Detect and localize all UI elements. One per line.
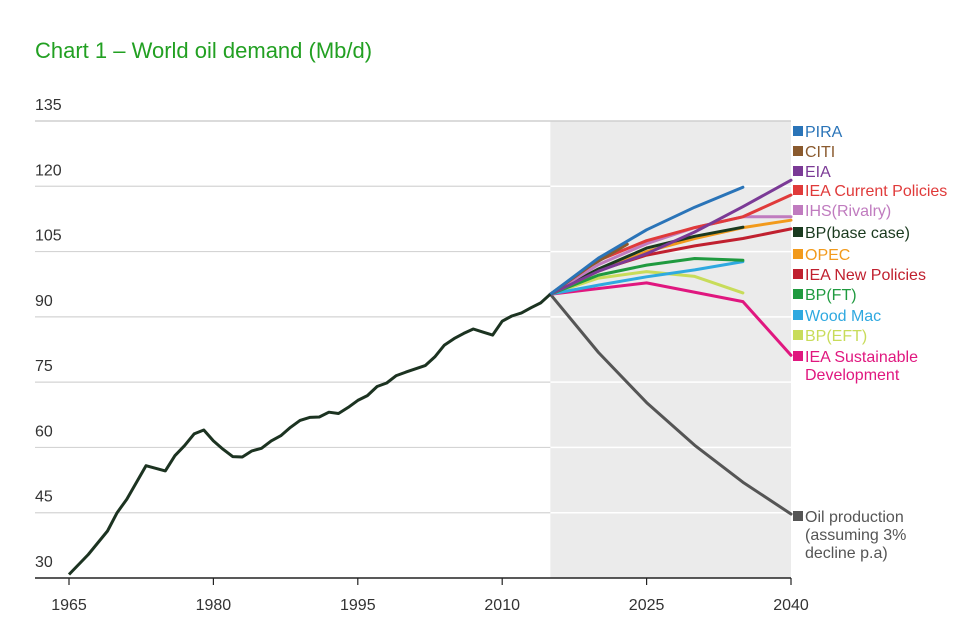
series-line-pira	[548, 185, 745, 296]
x-tick-label: 2025	[629, 597, 665, 614]
forecast-shading	[550, 121, 791, 578]
y-tick-label: 75	[35, 358, 53, 375]
legend-label: Oil production	[805, 509, 904, 526]
series-line-wood-mac	[548, 260, 745, 296]
legend-swatch	[793, 511, 803, 521]
y-tick-label: 60	[35, 423, 53, 440]
legend-label: IEA Current Policies	[805, 183, 947, 200]
legend-swatch	[793, 146, 803, 156]
legend-label: Development	[805, 367, 900, 384]
series-line-bp-eft	[548, 270, 745, 296]
x-tick-label: 2040	[773, 597, 809, 614]
legend-label: (assuming 3%	[805, 527, 906, 544]
legend-label: decline p.a)	[805, 545, 888, 562]
x-tick-label: 1995	[340, 597, 376, 614]
legend-swatch	[793, 289, 803, 299]
series-line-oil-production-assuming-3-decline-p-a	[548, 292, 793, 516]
legend-swatch	[793, 310, 803, 320]
y-tick-label: 45	[35, 489, 53, 506]
x-tick-label: 1980	[196, 597, 232, 614]
x-tick-label: 1965	[51, 597, 87, 614]
series-line-bp-ft	[548, 257, 745, 296]
legend-label: CITI	[805, 144, 835, 161]
y-tick-label: 105	[35, 228, 62, 245]
legend-swatch	[793, 205, 803, 215]
legend-label: IEA Sustainable	[805, 349, 918, 366]
legend-swatch	[793, 269, 803, 279]
legend-label: PIRA	[805, 124, 843, 141]
legend-swatch	[793, 166, 803, 176]
legend-swatch	[793, 330, 803, 340]
chart-title: Chart 1 – World oil demand (Mb/d)	[35, 38, 373, 63]
legend-label: IEA New Policies	[805, 267, 926, 284]
legend-swatch	[793, 227, 803, 237]
legend-label: EIA	[805, 164, 831, 181]
legend-label: OPEC	[805, 247, 850, 264]
series-line-eia	[548, 178, 793, 296]
legend-label: Wood Mac	[805, 308, 881, 325]
series-line-iea-sustainable-development	[548, 281, 793, 357]
x-tick-label: 2010	[484, 597, 520, 614]
y-tick-label: 120	[35, 162, 62, 179]
y-tick-label: 135	[35, 97, 62, 114]
legend-label: BP(FT)	[805, 287, 857, 304]
y-tick-label: 90	[35, 293, 53, 310]
legend-swatch	[793, 185, 803, 195]
legend-swatch	[793, 126, 803, 136]
legend-swatch	[793, 249, 803, 259]
legend-swatch	[793, 351, 803, 361]
legend-label: BP(base case)	[805, 225, 910, 242]
y-tick-label: 30	[35, 554, 53, 571]
legend-label: IHS(Rivalry)	[805, 203, 891, 220]
historical-demand-line	[67, 293, 552, 576]
legend-label: BP(EFT)	[805, 328, 867, 345]
